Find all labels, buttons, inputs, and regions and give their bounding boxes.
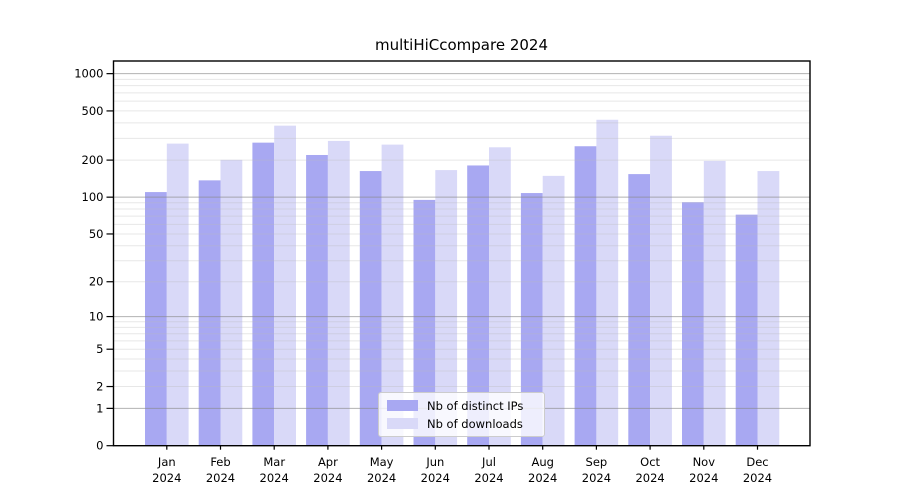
x-tick-label-month: Mar [263, 455, 285, 469]
bar-distinct-ips-oct [628, 174, 651, 446]
legend-item-distinct-ips: Nb of distinct IPs [387, 399, 544, 413]
bar-distinct-ips-jan [145, 192, 167, 446]
bar-distinct-ips-aug [520, 193, 543, 446]
y-tick-label: 1 [96, 401, 103, 415]
x-tick-label-year: 2024 [260, 471, 289, 485]
legend-swatch-distinct-ips [387, 400, 418, 411]
x-tick-label-year: 2024 [474, 471, 503, 485]
x-tick-label-year: 2024 [313, 471, 342, 485]
x-tick-label-month: Feb [210, 455, 230, 469]
y-tick-label: 500 [82, 104, 104, 118]
y-tick-label: 100 [82, 190, 104, 204]
legend-label-downloads: Nb of downloads [427, 416, 523, 431]
x-tick-label-year: 2024 [367, 471, 396, 485]
y-tick-label: 50 [89, 227, 104, 241]
x-tick-label-month: Dec [746, 455, 768, 469]
bar-downloads-feb [220, 159, 243, 446]
bar-downloads-aug [542, 175, 565, 446]
bar-downloads-jul [489, 147, 511, 446]
bar-distinct-ips-sep [574, 146, 597, 446]
x-tick-label-year: 2024 [152, 471, 181, 485]
x-tick-label-month: Nov [693, 455, 716, 469]
y-tick-label: 5 [96, 342, 103, 356]
y-tick-label: 200 [82, 153, 104, 167]
x-tick-label-month: Jan [157, 455, 176, 469]
legend-swatch-downloads [387, 418, 418, 429]
bar-downloads-dec [757, 171, 780, 446]
y-tick-label: 2 [96, 380, 103, 394]
bar-downloads-apr [327, 140, 350, 446]
bar-downloads-may [381, 144, 404, 446]
bar-distinct-ips-may [359, 171, 382, 446]
x-tick-label-month: Jul [481, 455, 496, 469]
bar-distinct-ips-jul [467, 165, 489, 446]
legend-item-downloads: Nb of downloads [387, 417, 544, 431]
bar-downloads-mar [274, 125, 296, 446]
bar-distinct-ips-mar [252, 142, 275, 446]
bar-distinct-ips-apr [306, 154, 328, 446]
bar-distinct-ips-nov [682, 202, 704, 446]
plot-border [112, 60, 811, 447]
legend: Nb of distinct IPs Nb of downloads [378, 392, 545, 437]
x-tick-label-year: 2024 [528, 471, 557, 485]
bar-downloads-nov [703, 160, 726, 446]
y-tick-label: 20 [89, 275, 104, 289]
bar-distinct-ips-jun [413, 199, 436, 446]
x-tick-label-year: 2024 [689, 471, 718, 485]
bar-downloads-jun [435, 170, 458, 446]
chart-title: multiHiCcompare 2024 [374, 36, 548, 54]
x-tick-label-year: 2024 [635, 471, 664, 485]
legend-label-distinct-ips: Nb of distinct IPs [427, 398, 524, 413]
x-tick-label-year: 2024 [206, 471, 235, 485]
bar-distinct-ips-dec [735, 214, 758, 446]
y-tick-label: 10 [89, 310, 104, 324]
x-tick-label-month: Jun [425, 455, 444, 469]
x-tick-label-month: May [370, 455, 394, 469]
x-tick-label-month: Aug [531, 455, 553, 469]
x-tick-label-year: 2024 [582, 471, 611, 485]
bar-downloads-jan [166, 143, 189, 446]
bar-downloads-oct [650, 135, 672, 446]
y-tick-label: 0 [96, 439, 103, 453]
x-tick-label-year: 2024 [421, 471, 450, 485]
x-tick-label-year: 2024 [743, 471, 772, 485]
x-tick-label-month: Apr [318, 455, 338, 469]
y-tick-label: 1000 [74, 67, 103, 81]
bar-distinct-ips-feb [198, 180, 221, 446]
x-tick-label-month: Sep [586, 455, 608, 469]
bar-downloads-sep [596, 119, 619, 446]
x-tick-label-month: Oct [640, 455, 660, 469]
